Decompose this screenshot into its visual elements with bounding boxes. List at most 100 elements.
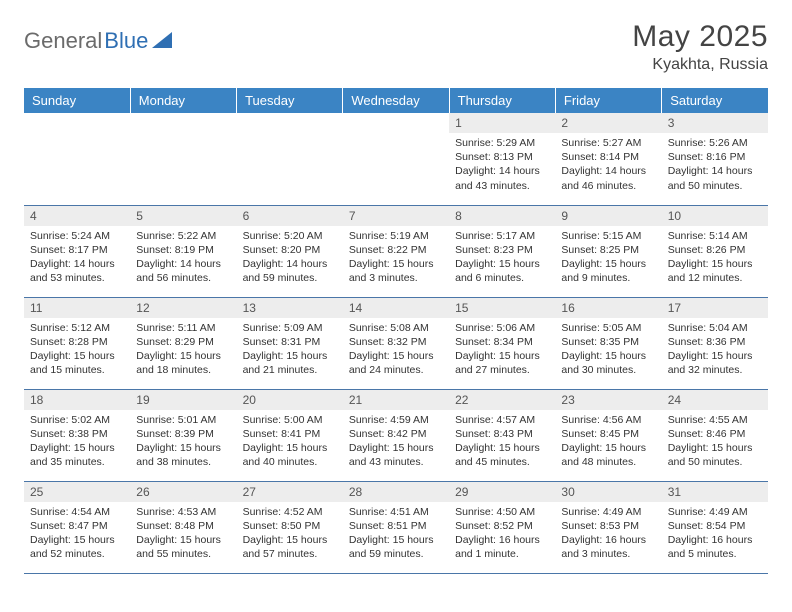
calendar-day-cell: 29Sunrise: 4:50 AMSunset: 8:52 PMDayligh… [449, 481, 555, 573]
day-details: Sunrise: 5:24 AMSunset: 8:17 PMDaylight:… [24, 226, 130, 290]
calendar-day-cell: 17Sunrise: 5:04 AMSunset: 8:36 PMDayligh… [662, 297, 768, 389]
day-number: 21 [343, 390, 449, 410]
day-details: Sunrise: 5:15 AMSunset: 8:25 PMDaylight:… [555, 226, 661, 290]
day-number: 9 [555, 206, 661, 226]
day-details: Sunrise: 5:29 AMSunset: 8:13 PMDaylight:… [449, 133, 555, 197]
calendar-day-cell: 24Sunrise: 4:55 AMSunset: 8:46 PMDayligh… [662, 389, 768, 481]
calendar-day-cell: 14Sunrise: 5:08 AMSunset: 8:32 PMDayligh… [343, 297, 449, 389]
calendar-day-cell: 13Sunrise: 5:09 AMSunset: 8:31 PMDayligh… [237, 297, 343, 389]
calendar-week-row: 11Sunrise: 5:12 AMSunset: 8:28 PMDayligh… [24, 297, 768, 389]
calendar-day-cell: 7Sunrise: 5:19 AMSunset: 8:22 PMDaylight… [343, 205, 449, 297]
day-number: 6 [237, 206, 343, 226]
day-details: Sunrise: 5:19 AMSunset: 8:22 PMDaylight:… [343, 226, 449, 290]
day-number: 24 [662, 390, 768, 410]
calendar-day-cell: 30Sunrise: 4:49 AMSunset: 8:53 PMDayligh… [555, 481, 661, 573]
calendar-day-cell: 27Sunrise: 4:52 AMSunset: 8:50 PMDayligh… [237, 481, 343, 573]
calendar-day-cell: 18Sunrise: 5:02 AMSunset: 8:38 PMDayligh… [24, 389, 130, 481]
calendar-day-cell: 15Sunrise: 5:06 AMSunset: 8:34 PMDayligh… [449, 297, 555, 389]
day-details: Sunrise: 5:04 AMSunset: 8:36 PMDaylight:… [662, 318, 768, 382]
calendar-day-cell: 1Sunrise: 5:29 AMSunset: 8:13 PMDaylight… [449, 113, 555, 205]
calendar-day-cell: 26Sunrise: 4:53 AMSunset: 8:48 PMDayligh… [130, 481, 236, 573]
day-details: Sunrise: 5:11 AMSunset: 8:29 PMDaylight:… [130, 318, 236, 382]
day-number: 20 [237, 390, 343, 410]
day-details: Sunrise: 5:02 AMSunset: 8:38 PMDaylight:… [24, 410, 130, 474]
weekday-header: Tuesday [237, 88, 343, 113]
day-details: Sunrise: 5:22 AMSunset: 8:19 PMDaylight:… [130, 226, 236, 290]
calendar-empty-cell [343, 113, 449, 205]
day-details: Sunrise: 4:51 AMSunset: 8:51 PMDaylight:… [343, 502, 449, 566]
calendar-day-cell: 8Sunrise: 5:17 AMSunset: 8:23 PMDaylight… [449, 205, 555, 297]
calendar-day-cell: 19Sunrise: 5:01 AMSunset: 8:39 PMDayligh… [130, 389, 236, 481]
calendar-day-cell: 5Sunrise: 5:22 AMSunset: 8:19 PMDaylight… [130, 205, 236, 297]
day-number: 14 [343, 298, 449, 318]
weekday-row: SundayMondayTuesdayWednesdayThursdayFrid… [24, 88, 768, 113]
calendar-empty-cell [237, 113, 343, 205]
day-number: 28 [343, 482, 449, 502]
weekday-header: Monday [130, 88, 236, 113]
day-details: Sunrise: 5:00 AMSunset: 8:41 PMDaylight:… [237, 410, 343, 474]
day-number: 19 [130, 390, 236, 410]
day-number: 15 [449, 298, 555, 318]
page-title: May 2025 [632, 20, 768, 54]
day-details: Sunrise: 4:56 AMSunset: 8:45 PMDaylight:… [555, 410, 661, 474]
day-number: 23 [555, 390, 661, 410]
day-details: Sunrise: 5:05 AMSunset: 8:35 PMDaylight:… [555, 318, 661, 382]
calendar-day-cell: 9Sunrise: 5:15 AMSunset: 8:25 PMDaylight… [555, 205, 661, 297]
calendar-day-cell: 3Sunrise: 5:26 AMSunset: 8:16 PMDaylight… [662, 113, 768, 205]
day-details: Sunrise: 4:59 AMSunset: 8:42 PMDaylight:… [343, 410, 449, 474]
day-details: Sunrise: 4:57 AMSunset: 8:43 PMDaylight:… [449, 410, 555, 474]
day-number: 10 [662, 206, 768, 226]
day-details: Sunrise: 5:12 AMSunset: 8:28 PMDaylight:… [24, 318, 130, 382]
calendar-day-cell: 25Sunrise: 4:54 AMSunset: 8:47 PMDayligh… [24, 481, 130, 573]
brand-part2: Blue [104, 28, 148, 54]
day-details: Sunrise: 4:55 AMSunset: 8:46 PMDaylight:… [662, 410, 768, 474]
weekday-header: Saturday [662, 88, 768, 113]
title-block: May 2025 Kyakhta, Russia [632, 20, 768, 74]
day-number: 22 [449, 390, 555, 410]
calendar-day-cell: 31Sunrise: 4:49 AMSunset: 8:54 PMDayligh… [662, 481, 768, 573]
brand-logo: General Blue [24, 20, 172, 54]
day-number: 26 [130, 482, 236, 502]
day-number: 7 [343, 206, 449, 226]
day-details: Sunrise: 5:01 AMSunset: 8:39 PMDaylight:… [130, 410, 236, 474]
day-number: 13 [237, 298, 343, 318]
day-details: Sunrise: 4:53 AMSunset: 8:48 PMDaylight:… [130, 502, 236, 566]
calendar-week-row: 1Sunrise: 5:29 AMSunset: 8:13 PMDaylight… [24, 113, 768, 205]
weekday-header: Friday [555, 88, 661, 113]
day-details: Sunrise: 5:09 AMSunset: 8:31 PMDaylight:… [237, 318, 343, 382]
day-number: 1 [449, 113, 555, 133]
day-number: 25 [24, 482, 130, 502]
day-details: Sunrise: 5:27 AMSunset: 8:14 PMDaylight:… [555, 133, 661, 197]
day-number: 8 [449, 206, 555, 226]
calendar-day-cell: 21Sunrise: 4:59 AMSunset: 8:42 PMDayligh… [343, 389, 449, 481]
day-number: 2 [555, 113, 661, 133]
calendar-empty-cell [24, 113, 130, 205]
brand-triangle-icon [152, 30, 172, 53]
day-details: Sunrise: 5:14 AMSunset: 8:26 PMDaylight:… [662, 226, 768, 290]
calendar-day-cell: 12Sunrise: 5:11 AMSunset: 8:29 PMDayligh… [130, 297, 236, 389]
page-header: General Blue May 2025 Kyakhta, Russia [24, 20, 768, 74]
calendar-table: SundayMondayTuesdayWednesdayThursdayFrid… [24, 88, 768, 574]
calendar-day-cell: 20Sunrise: 5:00 AMSunset: 8:41 PMDayligh… [237, 389, 343, 481]
calendar-day-cell: 11Sunrise: 5:12 AMSunset: 8:28 PMDayligh… [24, 297, 130, 389]
calendar-week-row: 18Sunrise: 5:02 AMSunset: 8:38 PMDayligh… [24, 389, 768, 481]
calendar-body: 1Sunrise: 5:29 AMSunset: 8:13 PMDaylight… [24, 113, 768, 573]
day-details: Sunrise: 5:20 AMSunset: 8:20 PMDaylight:… [237, 226, 343, 290]
day-number: 31 [662, 482, 768, 502]
day-number: 4 [24, 206, 130, 226]
calendar-week-row: 4Sunrise: 5:24 AMSunset: 8:17 PMDaylight… [24, 205, 768, 297]
calendar-day-cell: 28Sunrise: 4:51 AMSunset: 8:51 PMDayligh… [343, 481, 449, 573]
calendar-day-cell: 10Sunrise: 5:14 AMSunset: 8:26 PMDayligh… [662, 205, 768, 297]
calendar-day-cell: 22Sunrise: 4:57 AMSunset: 8:43 PMDayligh… [449, 389, 555, 481]
calendar-head: SundayMondayTuesdayWednesdayThursdayFrid… [24, 88, 768, 113]
day-number: 5 [130, 206, 236, 226]
calendar-day-cell: 23Sunrise: 4:56 AMSunset: 8:45 PMDayligh… [555, 389, 661, 481]
day-number: 18 [24, 390, 130, 410]
day-details: Sunrise: 5:06 AMSunset: 8:34 PMDaylight:… [449, 318, 555, 382]
calendar-day-cell: 4Sunrise: 5:24 AMSunset: 8:17 PMDaylight… [24, 205, 130, 297]
calendar-week-row: 25Sunrise: 4:54 AMSunset: 8:47 PMDayligh… [24, 481, 768, 573]
day-number: 27 [237, 482, 343, 502]
day-number: 29 [449, 482, 555, 502]
day-number: 3 [662, 113, 768, 133]
day-number: 16 [555, 298, 661, 318]
